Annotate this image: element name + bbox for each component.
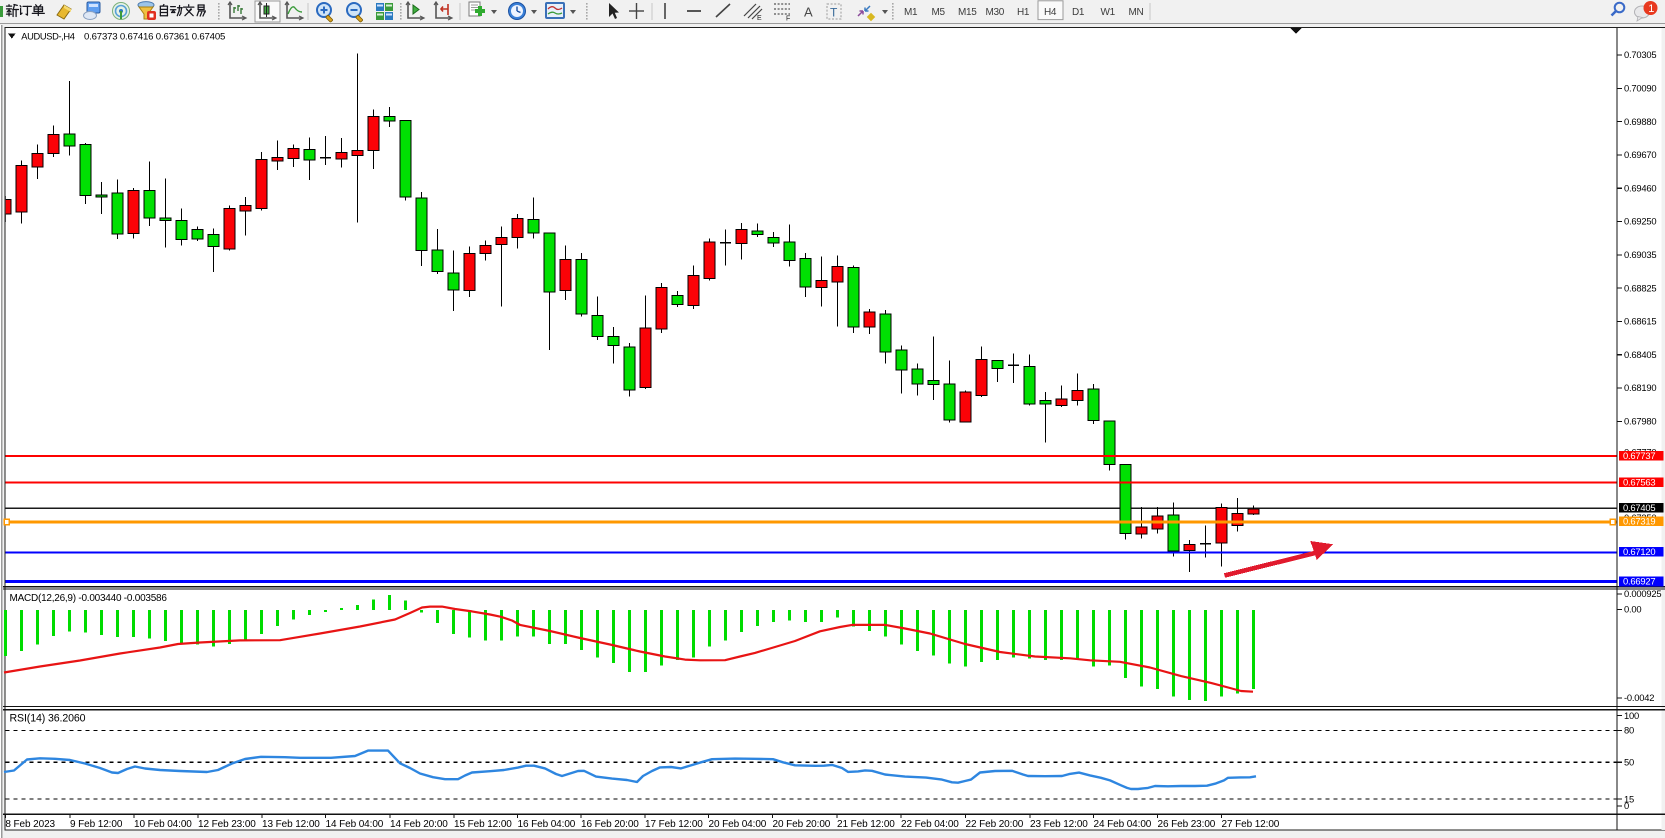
svg-text:80: 80: [1624, 725, 1634, 736]
svg-text:0.69035: 0.69035: [1624, 249, 1656, 260]
svg-text:MACD(12,26,9) -0.003440 -0.003: MACD(12,26,9) -0.003440 -0.003586: [10, 593, 168, 604]
svg-text:0.69460: 0.69460: [1624, 182, 1656, 193]
svg-text:24 Feb 04:00: 24 Feb 04:00: [1094, 819, 1152, 830]
svg-text:0.67737: 0.67737: [1623, 450, 1655, 461]
svg-text:1: 1: [1648, 3, 1654, 15]
svg-text:0.66927: 0.66927: [1623, 576, 1655, 587]
svg-text:0.67120: 0.67120: [1623, 546, 1655, 557]
svg-text:100: 100: [1624, 710, 1639, 721]
svg-text:14 Feb 04:00: 14 Feb 04:00: [326, 819, 384, 830]
svg-text:0.69880: 0.69880: [1624, 116, 1656, 127]
svg-text:50: 50: [1624, 756, 1634, 767]
svg-text:20 Feb 20:00: 20 Feb 20:00: [773, 819, 831, 830]
svg-text:0.68190: 0.68190: [1624, 382, 1656, 393]
svg-text:0.69250: 0.69250: [1624, 216, 1656, 227]
svg-text:0.67563: 0.67563: [1623, 477, 1655, 488]
svg-text:A: A: [804, 5, 813, 20]
svg-text:0.70090: 0.70090: [1624, 83, 1656, 94]
svg-text:0: 0: [1624, 800, 1629, 811]
svg-text:15: 15: [1624, 793, 1634, 804]
svg-text:17 Feb 12:00: 17 Feb 12:00: [645, 819, 703, 830]
svg-text:20 Feb 04:00: 20 Feb 04:00: [709, 819, 767, 830]
svg-text:T: T: [830, 6, 838, 20]
svg-text:RSI(14) 36.2060: RSI(14) 36.2060: [10, 713, 86, 725]
svg-text:M30: M30: [986, 7, 1005, 18]
svg-text:21 Feb 12:00: 21 Feb 12:00: [837, 819, 895, 830]
svg-text:22 Feb 04:00: 22 Feb 04:00: [901, 819, 959, 830]
svg-text:0.69670: 0.69670: [1624, 149, 1656, 160]
svg-text:27 Feb 12:00: 27 Feb 12:00: [1222, 819, 1280, 830]
svg-text:-0.0042: -0.0042: [1624, 692, 1654, 703]
svg-text:M5: M5: [932, 7, 946, 18]
svg-text:AUDUSD-,H4: AUDUSD-,H4: [21, 31, 75, 41]
svg-text:22 Feb 20:00: 22 Feb 20:00: [966, 819, 1024, 830]
svg-text:0.00: 0.00: [1624, 604, 1641, 615]
svg-text:E: E: [757, 15, 762, 22]
svg-text:0.67405: 0.67405: [1623, 502, 1655, 513]
svg-text:D1: D1: [1072, 7, 1085, 18]
svg-text:9 Feb 12:00: 9 Feb 12:00: [70, 819, 123, 830]
svg-text:12 Feb 23:00: 12 Feb 23:00: [198, 819, 256, 830]
svg-text:0.000925: 0.000925: [1624, 588, 1661, 599]
svg-text:15 Feb 12:00: 15 Feb 12:00: [454, 819, 512, 830]
svg-text:W1: W1: [1101, 7, 1116, 18]
svg-text:13 Feb 12:00: 13 Feb 12:00: [262, 819, 320, 830]
svg-text:23 Feb 12:00: 23 Feb 12:00: [1030, 819, 1088, 830]
svg-text:8 Feb 2023: 8 Feb 2023: [5, 819, 55, 830]
svg-text:H1: H1: [1017, 7, 1030, 18]
svg-text:16 Feb 20:00: 16 Feb 20:00: [581, 819, 639, 830]
svg-text:0.68825: 0.68825: [1624, 282, 1656, 293]
svg-text:M15: M15: [958, 7, 977, 18]
svg-text:16 Feb 04:00: 16 Feb 04:00: [518, 819, 576, 830]
svg-text:0.68615: 0.68615: [1624, 316, 1656, 327]
svg-text:MN: MN: [1129, 7, 1144, 18]
svg-text:14 Feb 20:00: 14 Feb 20:00: [390, 819, 448, 830]
svg-text:0.67319: 0.67319: [1623, 515, 1655, 526]
svg-text:0.70305: 0.70305: [1624, 49, 1656, 60]
svg-text:M1: M1: [904, 7, 918, 18]
svg-text:0.67980: 0.67980: [1624, 416, 1656, 427]
svg-text:10 Feb 04:00: 10 Feb 04:00: [134, 819, 192, 830]
svg-text:F: F: [786, 16, 790, 23]
svg-text:0.68405: 0.68405: [1624, 349, 1656, 360]
svg-text:0.67373 0.67416 0.67361 0.6740: 0.67373 0.67416 0.67361 0.67405: [84, 31, 225, 42]
svg-text:26 Feb 23:00: 26 Feb 23:00: [1158, 819, 1216, 830]
svg-text:H4: H4: [1044, 7, 1057, 18]
